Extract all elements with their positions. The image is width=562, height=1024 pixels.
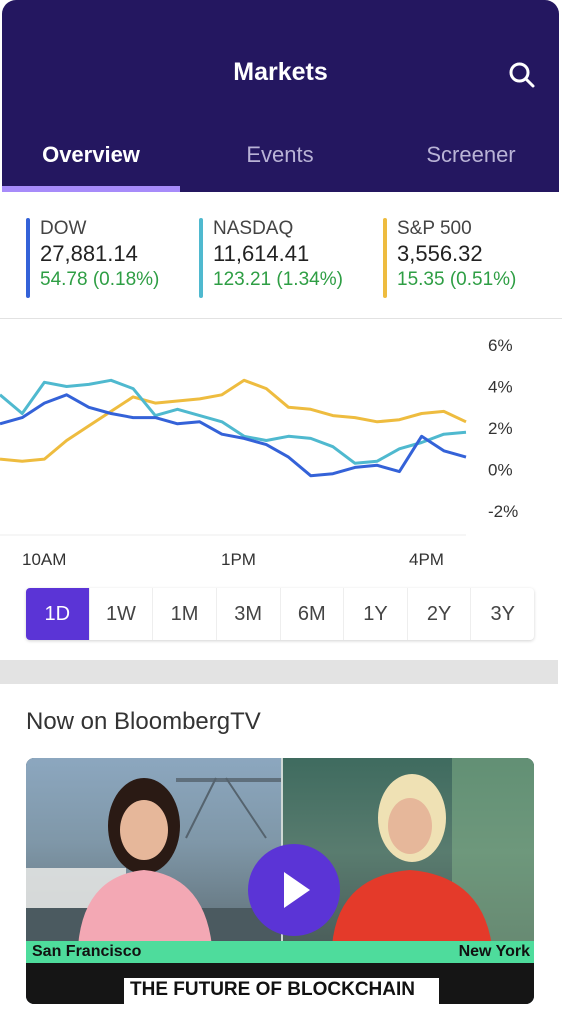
video-headline: THE FUTURE OF BLOCKCHAIN	[130, 979, 415, 1000]
tab-events[interactable]: Events	[246, 142, 314, 167]
video-panel-left	[26, 758, 286, 946]
time-range-selector: 1D 1W 1M 3M 6M 1Y 2Y 3Y	[26, 588, 534, 640]
active-tab-indicator	[2, 186, 180, 192]
x-tick-label: 1PM	[221, 550, 256, 569]
range-1w[interactable]: 1W	[90, 588, 154, 640]
x-tick-label: 10AM	[22, 550, 66, 569]
headline-box	[124, 978, 439, 1004]
nasdaq-color-bar	[199, 218, 203, 298]
location-left: San Francisco	[32, 943, 142, 960]
divider	[0, 318, 562, 319]
range-1y[interactable]: 1Y	[344, 588, 408, 640]
dow-color-bar	[26, 218, 30, 298]
range-1m[interactable]: 1M	[153, 588, 217, 640]
index-name: DOW	[40, 218, 87, 239]
x-tick-label: 4PM	[409, 550, 444, 569]
section-separator	[0, 660, 558, 684]
video-still-left	[26, 777, 286, 946]
market-chart: 6% 4% 2% 0% -2% 10AM 1PM 4PM	[0, 336, 518, 569]
index-change: 54.78 (0.18%)	[40, 269, 160, 290]
y-tick-label: 2%	[488, 419, 513, 438]
index-change: 15.35 (0.51%)	[397, 269, 517, 290]
y-tick-label: 6%	[488, 336, 513, 355]
search-icon[interactable]	[507, 60, 537, 90]
range-1d[interactable]: 1D	[26, 588, 90, 640]
video-player[interactable]: San Francisco New York THE FUTURE OF BLO…	[26, 758, 534, 1004]
tab-screener[interactable]: Screener	[426, 142, 516, 167]
sp500-color-bar	[383, 218, 387, 298]
location-bar	[26, 941, 534, 963]
markets-header: Markets Overview Events Screener	[2, 0, 559, 192]
tab-bar: Overview Events Screener	[2, 138, 559, 192]
index-value: 27,881.14	[40, 241, 138, 266]
location-right: New York	[458, 943, 530, 960]
index-nasdaq[interactable]: NASDAQ 11,614.41 123.21 (1.34%)	[199, 218, 374, 298]
series-line-nasdaq	[0, 378, 467, 465]
index-value: 3,556.32	[397, 241, 483, 266]
y-tick-label: -2%	[488, 502, 518, 521]
y-tick-label: 4%	[488, 378, 513, 397]
y-tick-label: 0%	[488, 461, 513, 480]
video-still-right	[332, 758, 534, 946]
index-name: S&P 500	[397, 218, 472, 239]
video-panel-right	[282, 758, 534, 946]
index-value: 11,614.41	[213, 241, 310, 266]
index-sp500[interactable]: S&P 500 3,556.32 15.35 (0.51%)	[383, 218, 558, 298]
range-3y[interactable]: 3Y	[490, 603, 515, 625]
index-dow[interactable]: DOW 27,881.14 54.78 (0.18%)	[26, 218, 196, 298]
index-name: NASDAQ	[213, 218, 294, 239]
index-quotes: DOW 27,881.14 54.78 (0.18%) NASDAQ 11,61…	[0, 210, 562, 302]
series-line-dow	[0, 393, 467, 478]
tab-overview[interactable]: Overview	[42, 142, 140, 167]
page-title: Markets	[233, 58, 328, 86]
series-line-s-p-500	[0, 378, 467, 463]
range-6m[interactable]: 6M	[281, 588, 345, 640]
index-change: 123.21 (1.34%)	[213, 269, 343, 290]
play-button[interactable]	[248, 844, 340, 936]
bloomberg-tv-heading: Now on BloombergTV	[26, 708, 261, 735]
range-2y[interactable]: 2Y	[408, 588, 472, 640]
range-3m[interactable]: 3M	[217, 588, 281, 640]
